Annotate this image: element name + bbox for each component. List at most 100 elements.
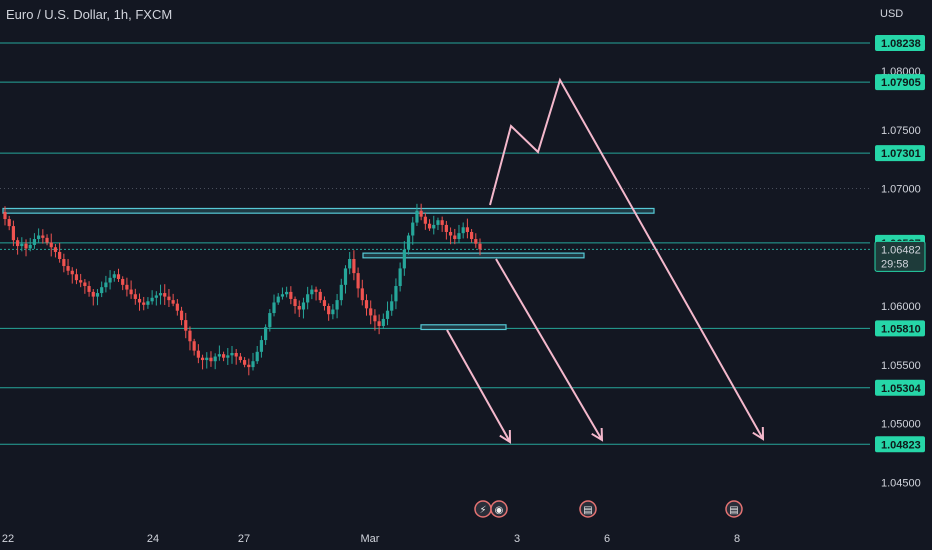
candle-body [32,239,37,245]
candle-body [116,274,121,279]
time-axis[interactable]: 22 24 27 Mar 3 6 8 [2,533,740,545]
candle-body [457,233,461,240]
candle-body [448,231,453,236]
price-tick-label: 1.04500 [881,477,921,489]
price-level-badge[interactable] [875,379,925,396]
candle-body [137,298,142,303]
candle-body [436,220,440,225]
arrow-low-line[interactable] [446,329,511,443]
candle-body [276,296,280,303]
zones-layer[interactable] [2,207,655,331]
candle-body [146,301,150,305]
candle-body [390,301,394,311]
candle-body [200,357,205,361]
price-levels-layer[interactable] [0,42,870,445]
lightning-event-icon-glyph: ⚡ [479,505,486,516]
candle-body [74,274,79,281]
candle-body [104,282,108,288]
candle-body [133,294,137,299]
candle-body [411,222,415,236]
candle-body [339,284,343,301]
price-tick-label: 1.05500 [881,360,921,372]
candle-body [331,309,335,315]
chart-title: Euro / U.S. Dollar, 1h, FXCM [6,7,173,22]
candle-body [150,297,154,302]
us-flag-event-icon[interactable] [579,500,597,518]
candle-body [402,249,406,269]
price-level-badge-text: 1.07301 [881,148,921,160]
candle-body [16,240,20,247]
candle-body [272,302,276,314]
arrow-mid-arrowhead [591,427,604,442]
candle-body [465,227,469,232]
candle-body [415,210,419,223]
arrow-mid-line[interactable] [495,258,603,441]
candle-body [255,351,259,362]
candle-body [461,227,465,234]
events-layer[interactable]: ⚡ ◉ ▤ ▤ [474,500,743,518]
candle-body [154,295,158,298]
price-level-badge[interactable] [875,320,925,337]
candle-body [129,289,133,295]
globe-event-icon-glyph: ◉ [495,505,504,516]
candle-body [192,341,196,351]
time-tick-label: 3 [514,533,520,545]
candle-body [352,259,356,274]
countdown-text: 29:58 [881,258,909,270]
zone-rectangle[interactable] [420,324,507,331]
candle-body [343,268,348,285]
current-price-badge[interactable] [874,240,926,272]
candle-body [444,224,448,232]
candle-body [306,294,310,303]
currency-label[interactable]: USD [880,8,904,20]
us-flag-event-icon-2-glyph: ▤ [729,505,738,516]
arrows-layer[interactable] [446,77,765,444]
candle-body [264,327,268,341]
price-level-badge[interactable] [875,145,925,162]
us-flag-event-icon-glyph: ▤ [583,505,592,516]
candle-body [7,219,11,227]
candle-body [310,289,314,295]
candle-body [188,330,192,342]
candle-body [121,278,125,285]
arrow-low-arrowhead [499,429,512,444]
globe-event-icon[interactable] [490,500,508,518]
candle-body [243,360,247,365]
candle-body [112,274,116,278]
candle-body [95,293,100,297]
candle-body [184,320,188,331]
candle-body [226,355,230,358]
candle-body [41,235,45,238]
price-level-badge-text: 1.05304 [881,383,922,395]
candle-body [37,235,41,240]
candle-body [20,243,24,247]
candle-body [196,350,200,358]
candle-body [322,300,327,306]
candle-body [125,284,129,290]
candle-body [327,306,331,315]
candle-body [373,315,377,322]
candle-body [87,286,91,292]
zone-rectangle[interactable] [362,252,585,259]
us-flag-event-icon-2[interactable] [725,500,743,518]
time-tick-label: Mar [361,533,380,545]
candle-body [301,302,306,310]
candle-body [83,282,87,287]
candle-body [163,293,167,297]
candle-body [377,321,381,326]
candle-body [3,212,7,220]
price-tick-label: 1.07000 [881,184,921,196]
price-axis[interactable]: 1.080001.075001.070001.060001.055001.050… [874,35,926,489]
price-level-badge[interactable] [875,35,925,52]
price-level-badge[interactable] [875,436,925,453]
zone-rectangle[interactable] [2,207,655,214]
candle-body [398,268,402,287]
big-path-line[interactable] [489,77,764,440]
price-level-badge[interactable] [875,74,925,91]
candle-body [427,223,432,229]
candle-body [11,226,16,241]
candle-body [297,306,301,310]
candle-body [167,296,171,301]
price-tick-label: 1.06000 [881,301,921,313]
